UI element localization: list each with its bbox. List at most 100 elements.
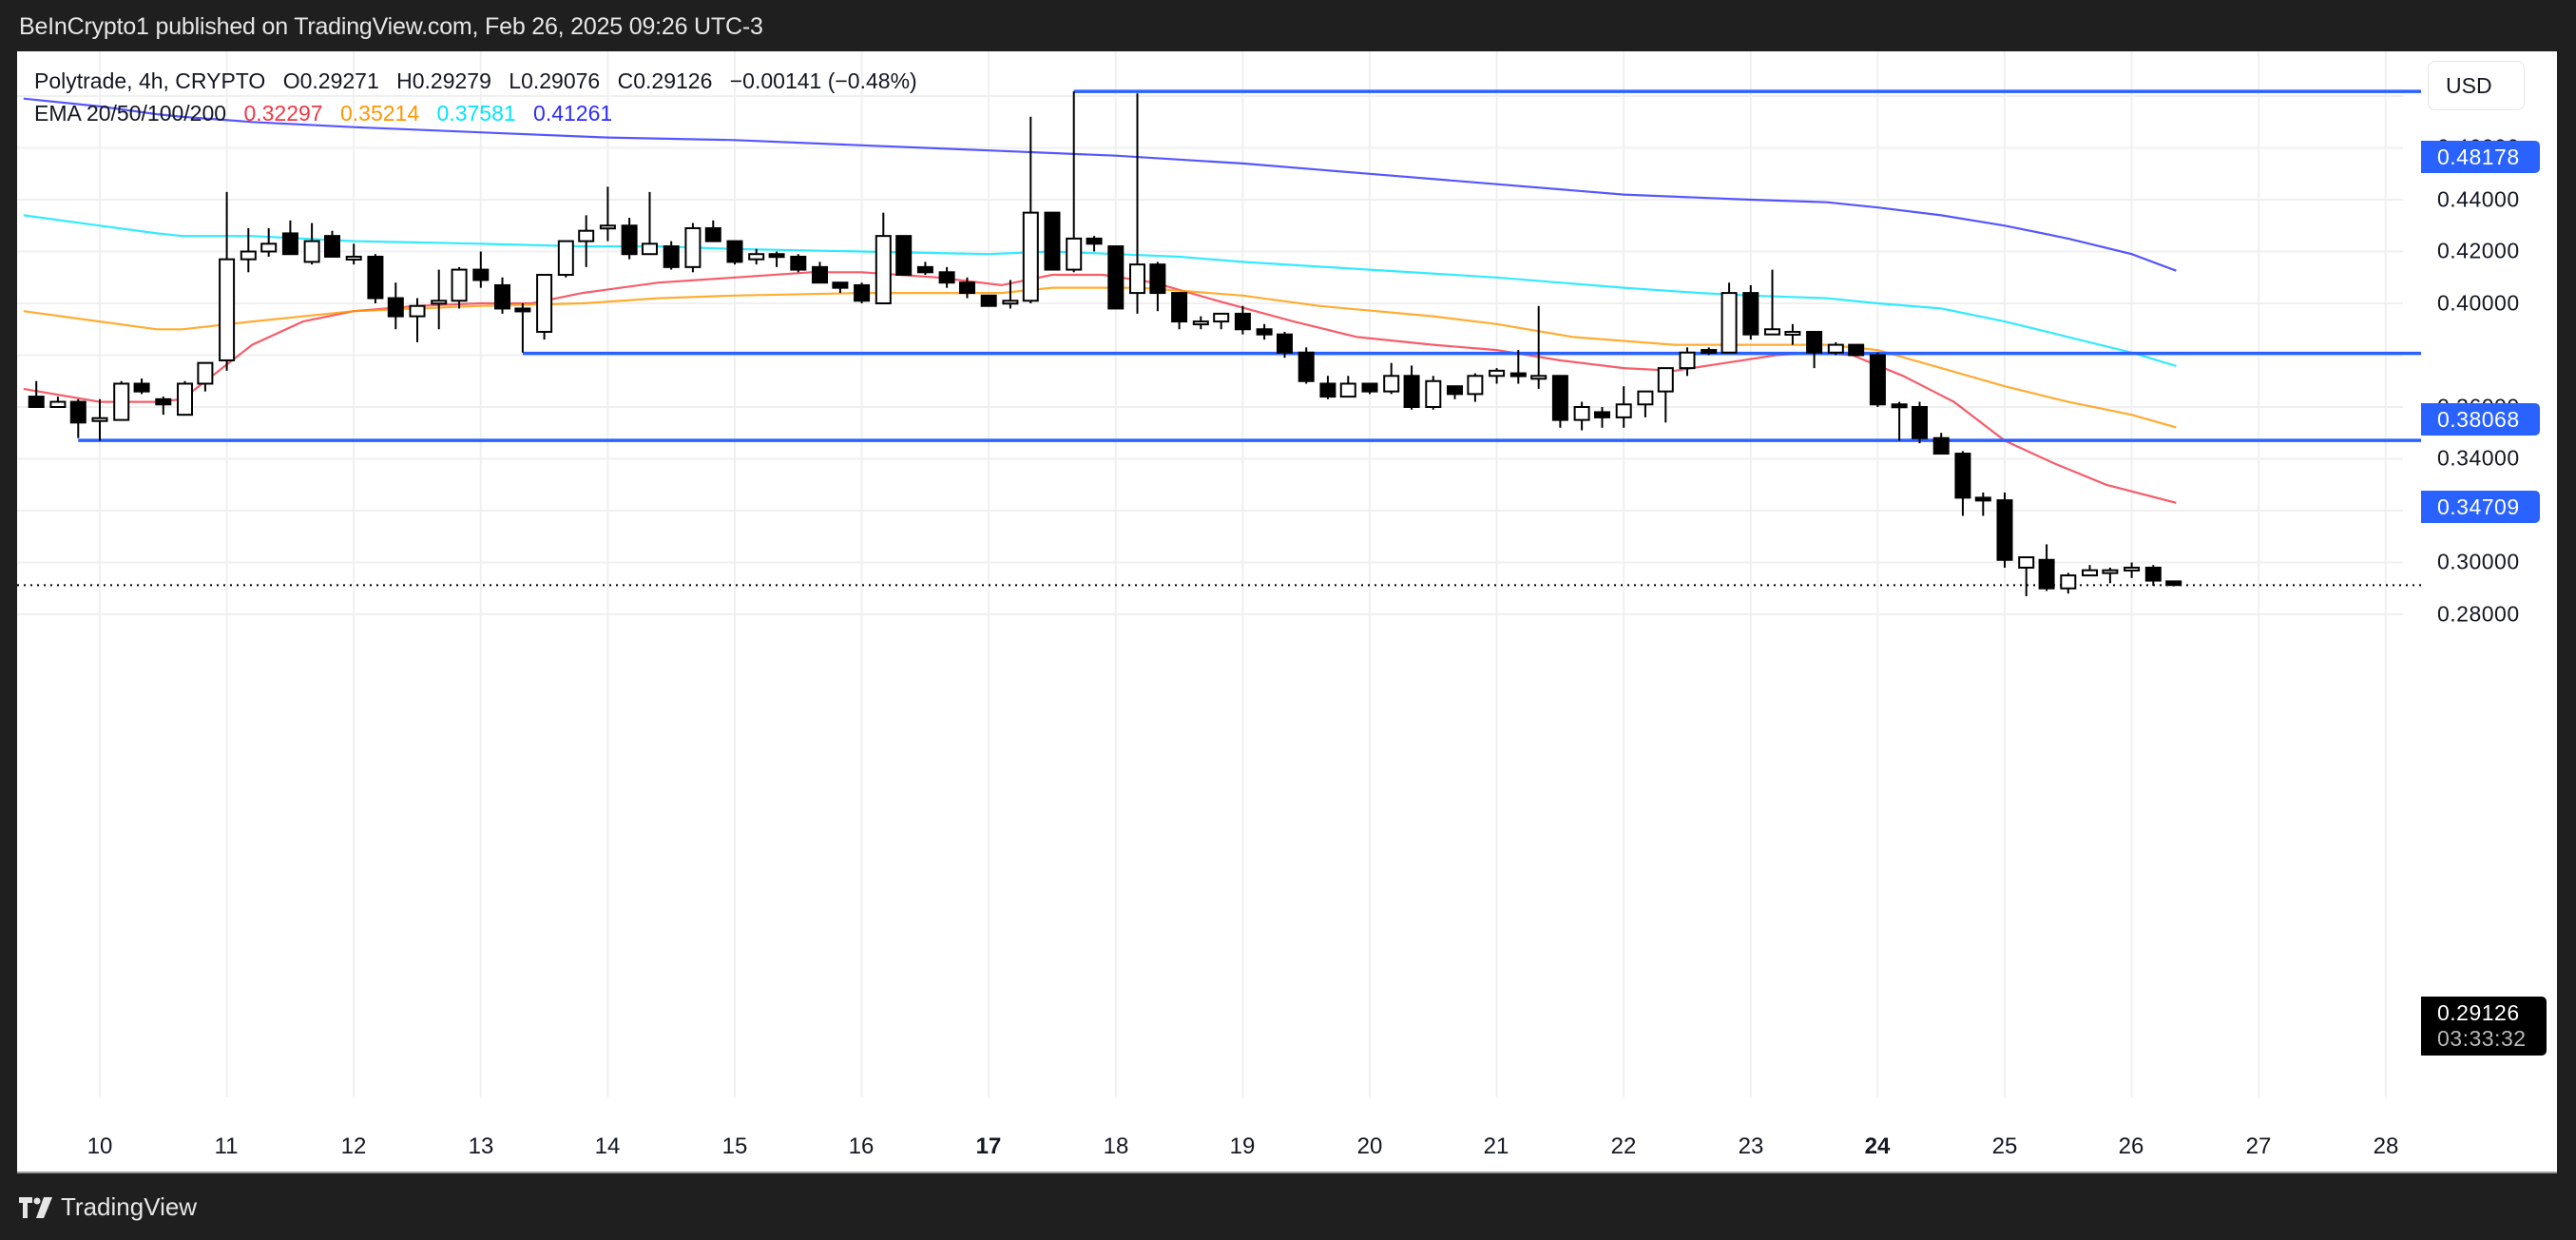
candle-down bbox=[367, 255, 384, 300]
candle-up bbox=[1764, 328, 1781, 336]
candle-down bbox=[1234, 312, 1251, 331]
time-tick: 27 bbox=[2245, 1133, 2272, 1159]
price-chart[interactable] bbox=[17, 51, 2557, 1172]
candle-down bbox=[1447, 385, 1464, 396]
candle-down bbox=[1171, 292, 1188, 323]
level-tag-support[interactable]: 0.34709 bbox=[2421, 491, 2540, 523]
candle-up bbox=[197, 361, 214, 385]
candle-up bbox=[303, 240, 320, 263]
candle-up bbox=[1192, 320, 1209, 326]
candle-up bbox=[2102, 569, 2119, 574]
candle-down bbox=[1996, 499, 2013, 561]
candle-up bbox=[1129, 263, 1146, 295]
candle-up bbox=[1530, 375, 1548, 380]
candle-down bbox=[1701, 349, 1718, 355]
candle-up bbox=[2060, 574, 2077, 590]
time-tick: 24 bbox=[1864, 1133, 1891, 1159]
candle-down bbox=[1044, 211, 1061, 271]
candle-down bbox=[281, 232, 298, 256]
time-tick: 16 bbox=[848, 1133, 875, 1159]
time-tick: 25 bbox=[1991, 1133, 2018, 1159]
candle-up bbox=[684, 226, 702, 268]
candle-down bbox=[1319, 382, 1336, 398]
candle-down bbox=[1742, 292, 1759, 336]
candle-down bbox=[663, 245, 680, 268]
ohlc-row: Polytrade, 4h, CRYPTO O0.29271 H0.29279 … bbox=[34, 65, 929, 97]
time-tick: 11 bbox=[214, 1133, 239, 1159]
candle-up bbox=[1383, 375, 1400, 393]
time-tick: 21 bbox=[1483, 1133, 1509, 1159]
ema-line-ema20 bbox=[23, 271, 2177, 504]
candle-up bbox=[451, 268, 468, 302]
time-tick: 14 bbox=[594, 1133, 621, 1159]
time-tick: 23 bbox=[1738, 1133, 1764, 1159]
candle-up bbox=[1679, 351, 1696, 370]
time-tick: 17 bbox=[975, 1133, 1002, 1159]
candle-up bbox=[49, 400, 67, 408]
time-tick: 10 bbox=[87, 1133, 113, 1159]
candle-up bbox=[1637, 390, 1654, 406]
candle-up bbox=[1425, 379, 1442, 408]
candle-up bbox=[113, 382, 130, 421]
candle-up bbox=[1615, 403, 1632, 418]
level-tag-resistance[interactable]: 0.38068 bbox=[2421, 403, 2540, 436]
candle-down bbox=[1593, 411, 1610, 418]
candle-up bbox=[1827, 343, 1844, 354]
candle-up bbox=[431, 300, 448, 305]
candle-up bbox=[345, 255, 362, 261]
candle-down bbox=[472, 268, 490, 281]
candle-down bbox=[1974, 496, 1991, 502]
ema200-value: 0.41261 bbox=[533, 101, 613, 126]
candle-down bbox=[494, 283, 511, 310]
time-tick: 15 bbox=[721, 1133, 748, 1159]
candle-down bbox=[1403, 375, 1420, 408]
candle-up bbox=[599, 224, 616, 230]
candle-up bbox=[1467, 375, 1484, 396]
price-tick: 0.42000 bbox=[2437, 238, 2520, 263]
candle-down bbox=[1954, 453, 1971, 499]
candle-down bbox=[938, 271, 955, 284]
open-value: O0.29271 bbox=[282, 68, 379, 93]
candle-up bbox=[260, 242, 278, 253]
candle-down bbox=[726, 240, 743, 263]
candle-down bbox=[2038, 558, 2055, 590]
candle-down bbox=[854, 283, 871, 302]
candle-up bbox=[1489, 369, 1506, 378]
price-tick: 0.40000 bbox=[2437, 290, 2520, 316]
candle-up bbox=[2124, 566, 2141, 572]
candle-down bbox=[958, 281, 975, 295]
time-tick: 28 bbox=[2373, 1133, 2399, 1159]
ema-line-ema100 bbox=[23, 214, 2177, 367]
low-value: L0.29076 bbox=[509, 68, 601, 93]
time-tick: 13 bbox=[468, 1133, 494, 1159]
ema-row: EMA 20/50/100/200 0.32297 0.35214 0.3758… bbox=[34, 97, 929, 129]
candle-down bbox=[2144, 566, 2162, 582]
candle-down bbox=[790, 255, 807, 271]
candle-up bbox=[409, 304, 426, 318]
tradingview-logo[interactable]: TradingView bbox=[19, 1192, 197, 1222]
bar-countdown: 03:33:32 bbox=[2437, 1026, 2527, 1051]
candle-down bbox=[1276, 333, 1293, 354]
price-tick: 0.44000 bbox=[2437, 186, 2520, 212]
candle-up bbox=[1573, 406, 1590, 421]
candle-up bbox=[1721, 292, 1738, 354]
chart-legend: Polytrade, 4h, CRYPTO O0.29271 H0.29279 … bbox=[34, 65, 929, 129]
candle-down bbox=[1848, 343, 1865, 357]
candle-up bbox=[578, 229, 595, 242]
candle-down bbox=[1298, 351, 1315, 382]
candle-down bbox=[768, 253, 785, 259]
time-tick: 20 bbox=[1356, 1133, 1383, 1159]
candle-down bbox=[895, 235, 913, 277]
time-tick: 19 bbox=[1229, 1133, 1256, 1159]
candle-up bbox=[1022, 211, 1039, 302]
level-tag-resistance-high[interactable]: 0.48178 bbox=[2421, 141, 2540, 173]
price-tick: 0.34000 bbox=[2437, 445, 2520, 471]
candle-up bbox=[1784, 330, 1801, 336]
currency-button[interactable]: USD bbox=[2428, 61, 2525, 110]
candle-down bbox=[133, 382, 150, 393]
candle-up bbox=[177, 382, 194, 417]
ema-line-ema200 bbox=[23, 97, 2177, 272]
candle-up bbox=[557, 240, 574, 277]
candle-up bbox=[748, 253, 765, 261]
time-tick: 18 bbox=[1103, 1133, 1129, 1159]
